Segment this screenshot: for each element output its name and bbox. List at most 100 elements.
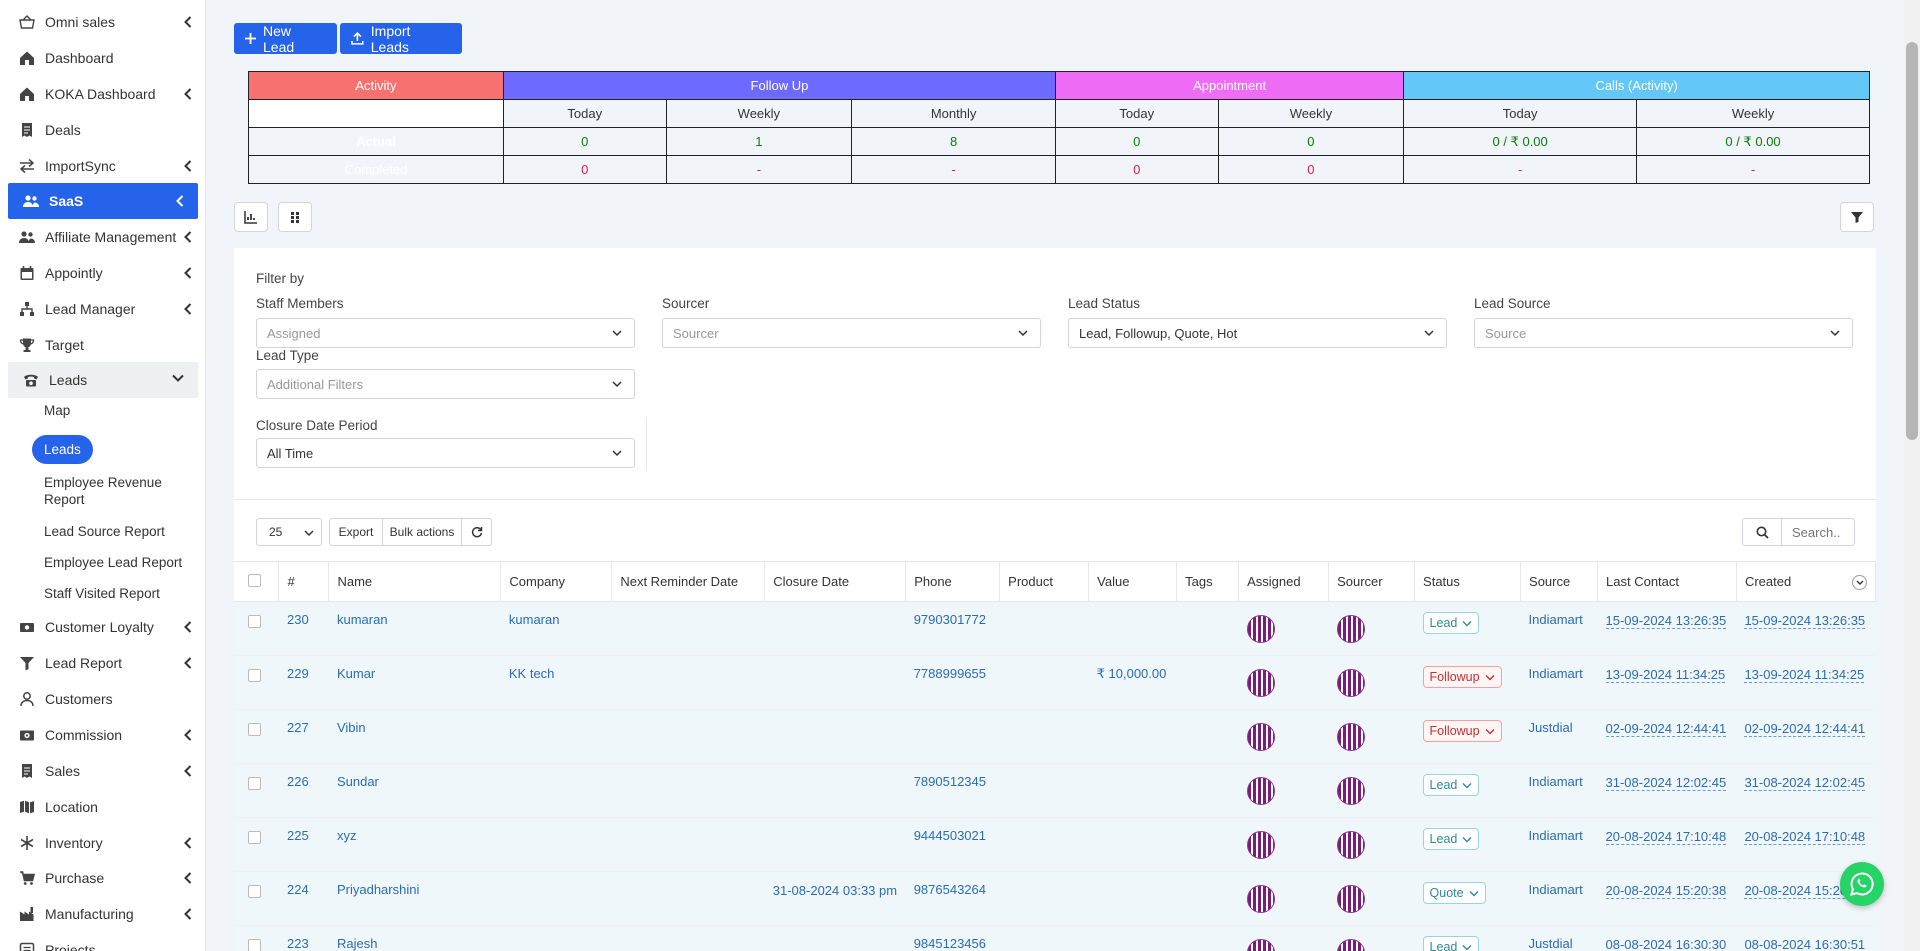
column-header-tags[interactable]: Tags <box>1176 561 1240 602</box>
chart-view-button[interactable] <box>234 202 268 232</box>
closure-date-select[interactable]: All Time <box>256 438 635 468</box>
assigned-avatar[interactable] <box>1246 831 1275 859</box>
lead-phone[interactable]: 7890512345 <box>905 763 1000 818</box>
row-checkbox[interactable] <box>248 885 261 898</box>
status-badge[interactable]: Lead <box>1422 828 1480 850</box>
sidebar-item-lead-report[interactable]: Lead Report <box>0 645 205 681</box>
lead-id[interactable]: 229 <box>278 655 329 710</box>
lead-source-select[interactable]: Source <box>1474 318 1853 348</box>
lead-name[interactable]: Kumar <box>328 655 501 710</box>
column-header-sourcer[interactable]: Sourcer <box>1328 561 1416 602</box>
sourcer-select[interactable]: Sourcer <box>662 318 1041 348</box>
sidebar-subitem-lead-source-report[interactable]: Lead Source Report <box>0 523 190 540</box>
row-checkbox[interactable] <box>248 831 261 844</box>
table-row[interactable]: 226 Sundar 7890512345 Lead Indiamart 31-08-20… <box>234 763 1876 818</box>
column-header-phone[interactable]: Phone <box>905 561 1001 602</box>
status-badge[interactable]: Lead <box>1422 612 1480 634</box>
column-header-assigned[interactable]: Assigned <box>1238 561 1330 602</box>
page-scrollbar[interactable] <box>1904 0 1920 951</box>
sidebar-item-sales[interactable]: Sales <box>0 753 205 789</box>
sidebar-item-appointly[interactable]: Appointly <box>0 255 205 291</box>
new-lead-button[interactable]: New Lead <box>234 23 337 55</box>
column-header-product[interactable]: Product <box>999 561 1090 602</box>
table-row[interactable]: 223 Rajesh 9845123456 Lead Justdial 08-08-202… <box>234 925 1876 951</box>
status-badge[interactable]: Followup <box>1422 666 1502 688</box>
lead-company[interactable] <box>500 763 612 818</box>
lead-phone[interactable]: 7788999655 <box>905 655 1000 710</box>
sidebar-item-leads[interactable]: Leads <box>8 362 198 398</box>
table-row[interactable]: 230 kumaran kumaran 9790301772 Lead Indiamart… <box>234 601 1876 656</box>
lead-id[interactable]: 230 <box>278 601 329 656</box>
lead-phone[interactable]: 9876543264 <box>905 871 1000 926</box>
table-row[interactable]: 225 xyz 9444503021 Lead Indiamart 20-08-2024 … <box>234 817 1876 872</box>
column-header-next-reminder[interactable]: Next Reminder Date <box>611 561 766 602</box>
sidebar-item-customer-loyalty[interactable]: Customer Loyalty <box>0 609 205 645</box>
column-header-status[interactable]: Status <box>1414 561 1522 602</box>
lead-company[interactable] <box>500 925 612 951</box>
row-checkbox[interactable] <box>248 939 261 951</box>
sidebar-item-target[interactable]: Target <box>0 327 205 363</box>
lead-id[interactable]: 227 <box>278 709 329 764</box>
lead-type-select[interactable]: Additional Filters <box>256 369 635 399</box>
sourcer-avatar[interactable] <box>1336 777 1365 805</box>
table-row[interactable]: 229 Kumar KK tech 7788999655 ₹ 10,000.00 Foll… <box>234 655 1876 710</box>
sourcer-avatar[interactable] <box>1336 615 1365 643</box>
lead-name[interactable]: xyz <box>328 817 501 872</box>
sourcer-avatar[interactable] <box>1336 669 1365 697</box>
lead-id[interactable]: 225 <box>278 817 329 872</box>
sidebar-item-projects[interactable]: Projects <box>0 932 205 951</box>
staff-members-select[interactable]: Assigned <box>256 318 635 348</box>
assigned-avatar[interactable] <box>1246 885 1275 913</box>
sidebar-item-affiliate-management[interactable]: Affiliate Management <box>0 219 205 255</box>
table-row[interactable]: 227 Vibin Followup Justdial 02-09-2024 12:44… <box>234 709 1876 764</box>
lead-company[interactable]: KK tech <box>500 655 612 710</box>
export-button[interactable]: Export <box>329 518 383 546</box>
row-checkbox[interactable] <box>248 777 261 790</box>
lead-company[interactable]: kumaran <box>500 601 612 656</box>
assigned-avatar[interactable] <box>1246 723 1275 751</box>
status-badge[interactable]: Followup <box>1422 720 1502 742</box>
sourcer-avatar[interactable] <box>1336 885 1365 913</box>
status-badge[interactable]: Lead <box>1422 774 1480 796</box>
sidebar-subitem-employee-revenue-report[interactable]: Employee Revenue Report <box>0 474 190 508</box>
kanban-view-button[interactable] <box>278 202 312 232</box>
column-header-name[interactable]: Name <box>328 561 502 602</box>
whatsapp-chat-button[interactable] <box>1840 862 1884 906</box>
filter-toggle-button[interactable] <box>1840 202 1874 232</box>
assigned-avatar[interactable] <box>1246 615 1275 643</box>
sidebar-item-dashboard[interactable]: Dashboard <box>0 40 205 76</box>
bulk-actions-button[interactable]: Bulk actions <box>382 518 462 546</box>
sidebar-item-saas[interactable]: SaaS <box>8 183 198 219</box>
lead-name[interactable]: Rajesh <box>328 925 501 951</box>
select-all-checkbox[interactable] <box>248 573 261 587</box>
sidebar-item-inventory[interactable]: Inventory <box>0 825 205 861</box>
sourcer-avatar[interactable] <box>1336 831 1365 859</box>
row-checkbox[interactable] <box>248 615 261 628</box>
lead-name[interactable]: kumaran <box>328 601 501 656</box>
sidebar-item-deals[interactable]: Deals <box>0 112 205 148</box>
assigned-avatar[interactable] <box>1246 939 1275 951</box>
sidebar-item-commission[interactable]: Commission <box>0 717 205 753</box>
search-input[interactable] <box>1781 518 1855 546</box>
lead-phone[interactable]: 9790301772 <box>905 601 1000 656</box>
sidebar-subitem-staff-visited-report[interactable]: Staff Visited Report <box>0 585 190 602</box>
table-row[interactable]: 224 Priyadharshini 31-08-2024 03:33 pm 9876… <box>234 871 1876 926</box>
search-button[interactable] <box>1742 518 1782 546</box>
page-size-select[interactable]: 25 <box>256 518 322 546</box>
sidebar-item-purchase[interactable]: Purchase <box>0 860 205 896</box>
column-header-company[interactable]: Company <box>500 561 613 602</box>
sidebar-item-lead-manager[interactable]: Lead Manager <box>0 291 205 327</box>
lead-phone[interactable]: 9845123456 <box>905 925 1000 951</box>
status-badge[interactable]: Quote <box>1422 882 1486 904</box>
lead-id[interactable]: 226 <box>278 763 329 818</box>
lead-name[interactable]: Priyadharshini <box>328 871 501 926</box>
status-badge[interactable]: Lead <box>1422 936 1480 951</box>
sourcer-avatar[interactable] <box>1336 939 1365 951</box>
assigned-avatar[interactable] <box>1246 669 1275 697</box>
column-header-id[interactable]: # <box>278 561 330 602</box>
lead-company[interactable] <box>500 709 612 764</box>
import-leads-button[interactable]: Import Leads <box>340 23 462 55</box>
refresh-button[interactable] <box>461 518 492 546</box>
sidebar-item-manufacturing[interactable]: Manufacturing <box>0 896 205 932</box>
lead-company[interactable] <box>500 871 612 926</box>
